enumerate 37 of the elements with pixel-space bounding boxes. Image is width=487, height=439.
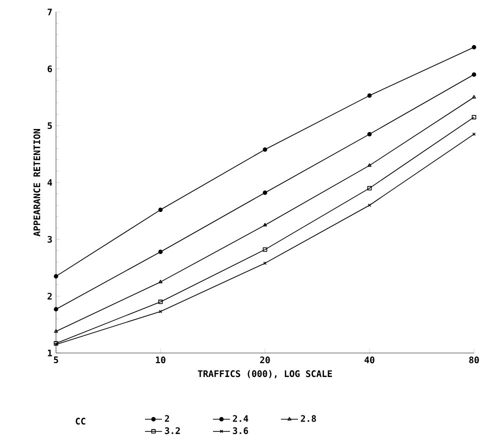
- point: [262, 147, 268, 152]
- legend-label: 2: [164, 415, 170, 422]
- y-tick-label: 3: [48, 236, 52, 243]
- point: [262, 190, 268, 195]
- point: [54, 307, 58, 312]
- x-tick-label: 40: [364, 356, 374, 364]
- y-tick-label: 4: [48, 179, 52, 186]
- point: [54, 274, 58, 278]
- point: [158, 208, 163, 212]
- y-tick-label: 5: [48, 122, 52, 129]
- point: [158, 300, 163, 304]
- point: [262, 247, 268, 252]
- point: [263, 222, 267, 226]
- y-tick-label: 7: [48, 8, 52, 16]
- y-tick-label: 1: [48, 350, 52, 356]
- point: [368, 163, 372, 167]
- x-tick-label: 10: [156, 356, 166, 364]
- point: [367, 132, 372, 136]
- point: [367, 186, 372, 190]
- legend-label: 2.8: [300, 415, 316, 422]
- x-tick-label: 20: [260, 356, 270, 364]
- point: [158, 280, 162, 284]
- point: [472, 45, 476, 50]
- y-tick-label: 6: [48, 65, 52, 72]
- point: [472, 72, 476, 77]
- y-axis-title: APPEARANCE RETENTION: [33, 129, 40, 236]
- legend-label: 3.2: [164, 427, 180, 434]
- x-axis-title: TRAFFICS (000), LOG SCALE: [198, 370, 332, 378]
- point: [158, 250, 163, 254]
- legend-label: 3.6: [232, 427, 248, 434]
- legend-title: CC: [76, 418, 86, 425]
- legend-label: 2.4: [232, 415, 248, 422]
- y-tick-label: 2: [48, 292, 52, 300]
- point: [367, 93, 372, 98]
- x-tick-label: 5: [54, 356, 58, 364]
- x-tick-label: 80: [469, 356, 479, 364]
- point: [158, 310, 162, 314]
